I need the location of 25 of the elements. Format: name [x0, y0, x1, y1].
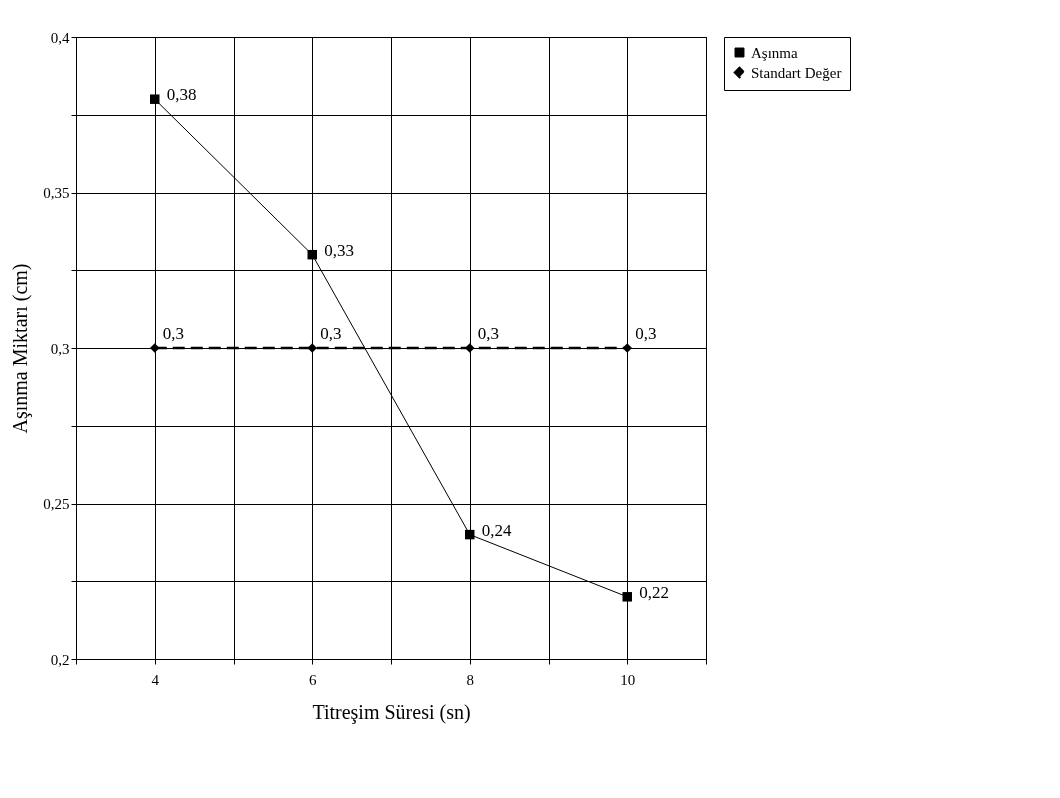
legend-label: Standart Değer	[751, 64, 842, 81]
y-tick-label: 0,35	[43, 185, 70, 201]
y-axis-title: Aşınma Miktarı (cm)	[9, 263, 33, 434]
point	[150, 94, 160, 104]
data-label: 0,3	[477, 324, 499, 343]
data-label: 0,22	[639, 582, 669, 602]
data-label: 0,3	[162, 324, 184, 343]
point	[465, 529, 475, 540]
x-tick-label: 4	[151, 671, 160, 688]
x-tick-label: 10	[620, 671, 636, 688]
data-label: 0,3	[635, 324, 657, 343]
data-label: 0,38	[166, 85, 197, 105]
x-tick-label: 8	[466, 671, 474, 688]
point	[307, 249, 317, 260]
data-label: 0,3	[320, 324, 342, 343]
y-tick-label: 0,2	[50, 651, 70, 668]
point	[622, 592, 632, 602]
y-tick-label: 0,3	[50, 340, 70, 357]
x-tick-label: 6	[309, 671, 317, 688]
data-label: 0,24	[481, 520, 512, 540]
x-axis-title: Titreşim Süresi (sn)	[312, 700, 471, 724]
y-tick-label: 0,25	[43, 496, 70, 512]
legend-label: Aşınma	[751, 44, 798, 61]
data-label: 0,33	[324, 240, 354, 260]
y-tick-label: 0,4	[50, 29, 70, 46]
